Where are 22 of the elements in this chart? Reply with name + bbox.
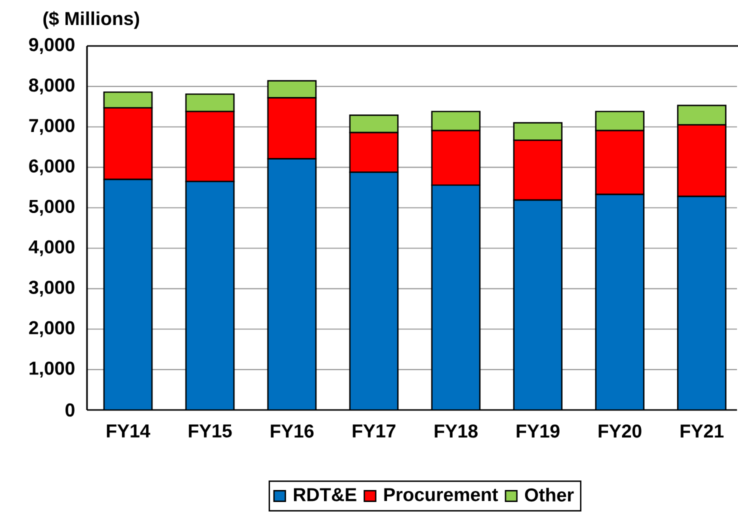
y-tick-label: 3,000 — [28, 280, 74, 297]
y-tick-label: 4,000 — [28, 240, 74, 256]
x-tick-label: FY17 — [352, 424, 396, 438]
y-tick-label: 1,000 — [30, 362, 74, 378]
legend-label: RDT&E — [294, 488, 356, 502]
x-tick-label: FY16 — [270, 424, 314, 438]
y-tick-label: 5,000 — [29, 200, 74, 216]
x-tick-label: FY20 — [598, 424, 642, 438]
x-tick-label: FY15 — [188, 424, 232, 438]
y-axis-title: ($ Millions) — [43, 11, 140, 29]
x-tick-label: FY21 — [680, 424, 724, 438]
y-tick-label: 8,000 — [29, 78, 74, 94]
x-tick-label: FY19 — [516, 424, 560, 438]
legend-label: Other — [525, 488, 574, 502]
x-tick-label: FY14 — [106, 424, 150, 438]
legend-label: Procurement — [384, 488, 498, 502]
y-tick-label: 2,000 — [29, 321, 74, 338]
x-tick-label: FY18 — [434, 424, 478, 438]
y-tick-label: 9,000 — [29, 38, 74, 54]
y-tick-label: 6,000 — [29, 159, 74, 176]
y-tick-label: 0 — [66, 403, 74, 417]
y-tick-label: 7,000 — [29, 118, 74, 135]
